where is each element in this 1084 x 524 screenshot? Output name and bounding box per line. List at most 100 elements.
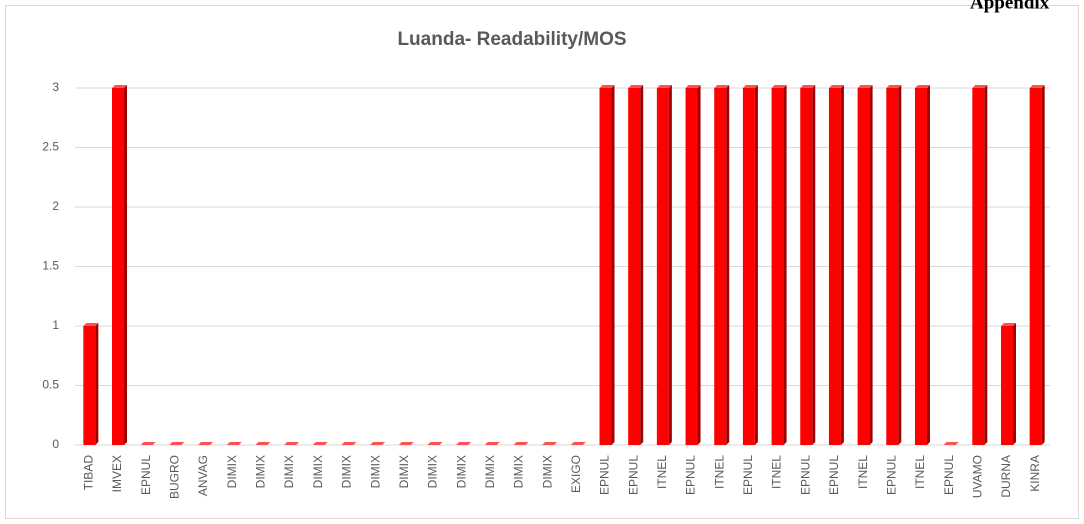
bar-top <box>685 85 701 88</box>
bar-side <box>668 85 672 445</box>
bar-top <box>169 442 185 445</box>
bar-side <box>1012 323 1016 445</box>
x-tick-label: EPNUL <box>798 455 812 495</box>
bar-top <box>972 85 988 88</box>
bar-top <box>886 85 902 88</box>
bar-top <box>570 442 586 445</box>
x-tick-label: EPNUL <box>741 455 755 495</box>
bar-top <box>828 85 844 88</box>
bar <box>685 88 698 445</box>
bar-side <box>783 85 787 445</box>
x-tick-label: EPNUL <box>942 455 956 495</box>
x-tick-label: ANVAG <box>196 455 210 496</box>
bar-top <box>112 85 128 88</box>
bar-side <box>869 85 873 445</box>
bar-side <box>840 85 844 445</box>
x-tick-label: KINRA <box>1028 455 1042 492</box>
bar-top <box>140 442 156 445</box>
y-tick-label: 0 <box>52 437 59 451</box>
bar-top <box>370 442 386 445</box>
bar-side <box>124 85 128 445</box>
bar <box>886 88 899 445</box>
bar-top <box>656 85 672 88</box>
x-tick-label: DIMIX <box>340 455 354 488</box>
bar-top <box>427 442 443 445</box>
x-tick-label: ITNEL <box>856 455 870 489</box>
bar-top <box>312 442 328 445</box>
x-tick-label: DIMIX <box>225 455 239 488</box>
bar <box>828 88 841 445</box>
x-tick-label: ITNEL <box>770 455 784 489</box>
x-tick-label: BUGRO <box>168 455 182 499</box>
bar-top <box>628 85 644 88</box>
bar-top <box>542 442 558 445</box>
bar <box>972 88 985 445</box>
x-tick-label: DIMIX <box>483 455 497 488</box>
bar <box>1000 326 1013 445</box>
x-tick-label: DIMIX <box>540 455 554 488</box>
y-tick-label: 1.5 <box>42 259 59 273</box>
bar-top <box>513 442 529 445</box>
bar-side <box>926 85 930 445</box>
bar-side <box>726 85 730 445</box>
bar-top <box>226 442 242 445</box>
x-tick-label: ITNEL <box>712 455 726 489</box>
bar <box>800 88 813 445</box>
bar <box>83 326 96 445</box>
bar-side <box>95 323 99 445</box>
bar <box>656 88 669 445</box>
bar-top <box>1029 85 1045 88</box>
bar-side <box>754 85 758 445</box>
x-tick-label: UVAMO <box>970 455 984 498</box>
bar-top <box>341 442 357 445</box>
x-tick-label: DURNA <box>999 455 1013 498</box>
x-tick-label: DIMIX <box>512 455 526 488</box>
bar-side <box>812 85 816 445</box>
y-tick-label: 0.5 <box>42 378 59 392</box>
appendix-heading: Appendix <box>970 0 1050 13</box>
x-tick-label: EPNUL <box>598 455 612 495</box>
x-tick-label: DIMIX <box>311 455 325 488</box>
bar-top <box>771 85 787 88</box>
chart-title: Luanda- Readability/MOS <box>397 29 626 50</box>
x-tick-label: EXIGO <box>569 455 583 493</box>
bar-side <box>611 85 615 445</box>
x-tick-label: DIMIX <box>282 455 296 488</box>
bar <box>742 88 755 445</box>
bar <box>628 88 641 445</box>
x-tick-label: EPNUL <box>626 455 640 495</box>
x-tick-label: DIMIX <box>397 455 411 488</box>
x-tick-label: ITNEL <box>913 455 927 489</box>
bar-top <box>599 85 615 88</box>
bar-top <box>914 85 930 88</box>
y-tick-label: 3 <box>52 80 59 94</box>
bar-top <box>800 85 816 88</box>
bar-top <box>398 442 414 445</box>
bar <box>1029 88 1042 445</box>
x-tick-label: EPNUL <box>139 455 153 495</box>
bar-top <box>714 85 730 88</box>
bar-side <box>697 85 701 445</box>
bar-side <box>898 85 902 445</box>
x-tick-label: DIMIX <box>426 455 440 488</box>
bar-top <box>857 85 873 88</box>
bar-side <box>640 85 644 445</box>
bar <box>914 88 927 445</box>
x-tick-label: DIMIX <box>368 455 382 488</box>
bar-side <box>1041 85 1045 445</box>
x-tick-label: DIMIX <box>254 455 268 488</box>
bar <box>771 88 784 445</box>
bar <box>112 88 125 445</box>
bar <box>714 88 727 445</box>
x-tick-label: EPNUL <box>684 455 698 495</box>
bar-top <box>484 442 500 445</box>
bar-top <box>255 442 271 445</box>
x-tick-label: ITNEL <box>655 455 669 489</box>
bar-side <box>984 85 988 445</box>
bar-top <box>1000 323 1016 326</box>
bar-top <box>83 323 99 326</box>
x-tick-label: EPNUL <box>884 455 898 495</box>
y-tick-label: 2.5 <box>42 140 59 154</box>
